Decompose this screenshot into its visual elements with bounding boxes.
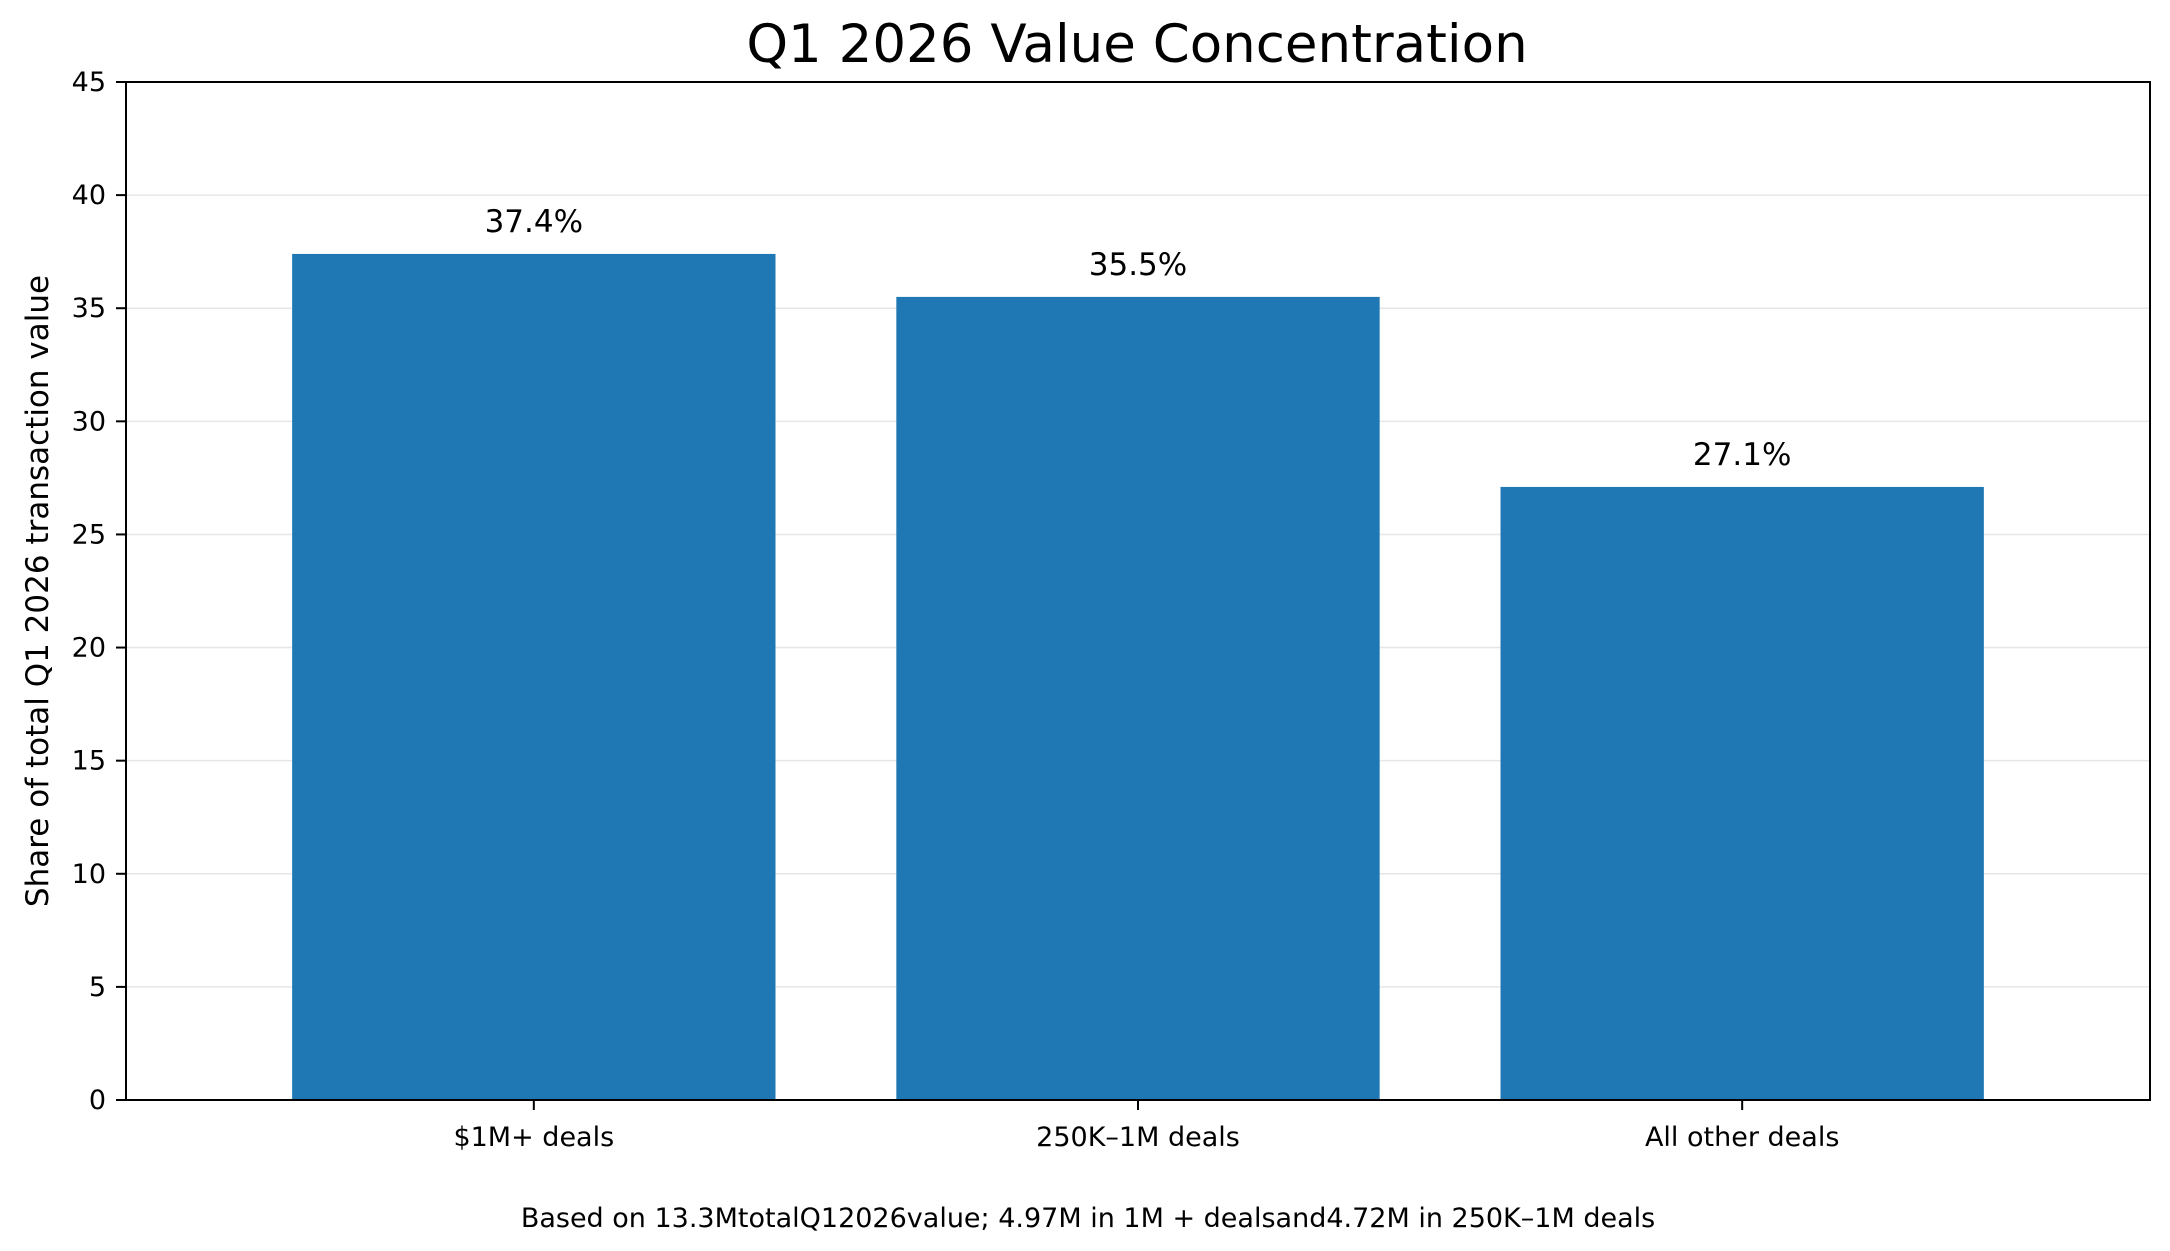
bar-value-label: 37.4% — [485, 204, 583, 240]
bar-value-label: 27.1% — [1693, 437, 1791, 473]
y-axis: 0 5 10 15 20 25 30 35 40 45 — [72, 67, 126, 1116]
data-labels: 37.4% 35.5% 27.1% — [485, 204, 1792, 473]
y-tick-label: 20 — [72, 633, 106, 664]
x-tick-label: All other deals — [1645, 1122, 1839, 1153]
y-tick-label: 5 — [89, 972, 106, 1003]
y-tick-label: 35 — [72, 293, 106, 324]
bar — [896, 296, 1380, 1100]
bars — [292, 253, 1984, 1101]
y-tick-label: 45 — [72, 67, 106, 98]
bar — [1500, 486, 1984, 1101]
x-tick-label: 250K–1M deals — [1036, 1122, 1240, 1153]
y-tick-label: 30 — [72, 406, 106, 437]
y-tick-label: 40 — [72, 180, 106, 211]
bar — [292, 253, 776, 1100]
y-tick-label: 10 — [72, 859, 106, 890]
y-tick-label: 0 — [89, 1085, 106, 1116]
chart-footnote: Based on 13.3MtotalQ12026value; 4.97M in… — [521, 1203, 1655, 1234]
chart-title: Q1 2026 Value Concentration — [746, 14, 1527, 75]
x-tick-label: $1M+ deals — [453, 1122, 614, 1153]
x-axis: $1M+ deals 250K–1M deals All other deals — [453, 1100, 1839, 1153]
y-tick-label: 15 — [72, 746, 106, 777]
bar-value-label: 35.5% — [1089, 247, 1187, 283]
y-tick-label: 25 — [72, 519, 106, 550]
y-axis-title: Share of total Q1 2026 transaction value — [20, 275, 56, 907]
